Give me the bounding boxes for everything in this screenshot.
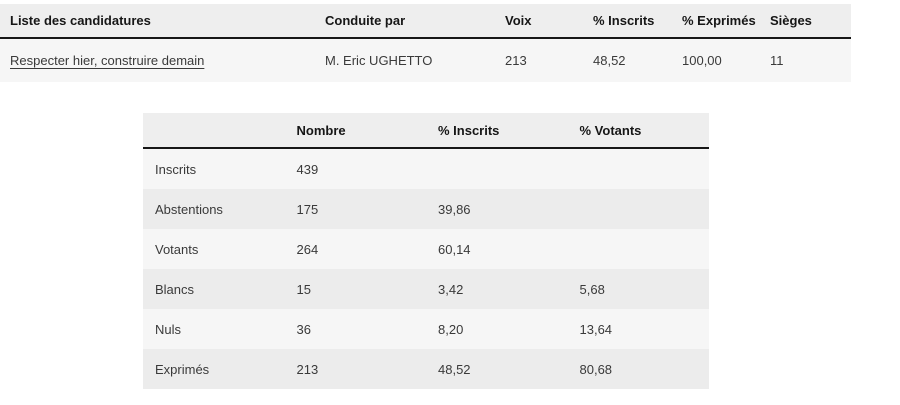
row-blancs: Blancs 15 3,42 5,68 [143,269,709,309]
cell-nombre: 36 [296,321,311,337]
cell-label: Nuls [155,321,182,337]
results-table-header: Liste des candidatures Conduite par Voix… [0,4,851,39]
cell-nombre: 213 [296,361,319,377]
header-conduite-par: Conduite par [325,13,406,28]
cell-label: Inscrits [155,161,197,177]
cell-pct-votants: 5,68 [579,281,605,297]
cell-label: Abstentions [155,201,223,217]
cell-label: Blancs [155,281,195,297]
cell-nombre: 175 [296,201,319,217]
header-pct-votants: % Votants [579,122,642,138]
cell-pct-inscrits [426,149,568,189]
cell-pct-inscrits: 60,14 [438,241,471,257]
cell-label: Votants [155,241,199,257]
header-liste-des-candidatures: Liste des candidatures [10,13,151,28]
cell-pct-inscrits: 8,20 [438,321,464,337]
header-pct-inscrits: % Inscrits [593,13,655,28]
liste-candidature-link[interactable]: Respecter hier, construire demain [10,53,205,68]
row-exprimes: Exprimés 213 48,52 80,68 [143,349,709,389]
cell-pct-exprimes: 100,00 [682,53,722,68]
cell-pct-votants [568,149,710,189]
cell-voix: 213 [505,53,527,68]
cell-pct-votants: 80,68 [579,361,613,377]
cell-pct-votants: 13,64 [579,321,613,337]
header-voix: Voix [505,13,532,28]
cell-nombre: 15 [296,281,311,297]
row-abstentions: Abstentions 175 39,86 [143,189,709,229]
header-pct-exprimes: % Exprimés [682,13,756,28]
cell-pct-inscrits: 39,86 [438,201,471,217]
cell-pct-inscrits: 48,52 [438,361,471,377]
header-sieges: Sièges [770,13,812,28]
results-table-row: Respecter hier, construire demain M. Eri… [0,39,851,82]
results-table: Liste des candidatures Conduite par Voix… [0,4,851,82]
cell-liste: Respecter hier, construire demain [0,39,315,82]
cell-pct-votants [568,189,710,229]
header-empty [143,113,285,147]
cell-pct-inscrits: 48,52 [593,53,626,68]
header-pct-inscrits: % Inscrits [438,122,500,138]
row-inscrits: Inscrits 439 [143,149,709,189]
cell-nombre: 264 [296,241,319,257]
cell-conduite-par: M. Eric UGHETTO [325,53,433,68]
row-votants: Votants 264 60,14 [143,229,709,269]
participation-table: Nombre % Inscrits % Votants Inscrits 439… [143,113,709,389]
cell-pct-votants [568,229,710,269]
participation-table-header: Nombre % Inscrits % Votants [143,113,709,149]
cell-nombre: 439 [296,161,319,177]
row-nuls: Nuls 36 8,20 13,64 [143,309,709,349]
cell-pct-inscrits: 3,42 [438,281,464,297]
header-nombre: Nombre [296,122,346,138]
cell-label: Exprimés [155,361,210,377]
cell-sieges: 11 [770,53,784,68]
